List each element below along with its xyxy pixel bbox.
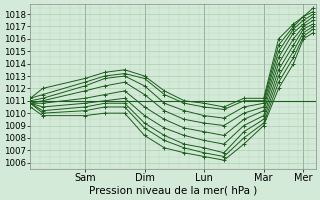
X-axis label: Pression niveau de la mer( hPa ): Pression niveau de la mer( hPa ) [89,186,257,196]
